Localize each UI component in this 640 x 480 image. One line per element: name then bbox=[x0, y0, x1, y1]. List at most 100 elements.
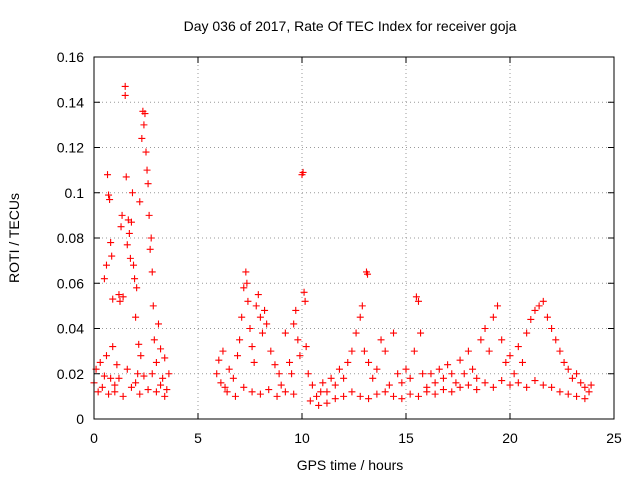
data-point bbox=[556, 347, 564, 355]
data-point bbox=[286, 358, 294, 366]
data-point bbox=[258, 329, 266, 337]
data-point bbox=[217, 379, 225, 387]
data-point bbox=[123, 365, 131, 373]
data-point bbox=[102, 352, 110, 360]
x-tick-label: 10 bbox=[294, 430, 310, 446]
data-point bbox=[127, 383, 135, 391]
data-point bbox=[514, 343, 522, 351]
data-point bbox=[394, 370, 402, 378]
data-point bbox=[221, 383, 229, 391]
data-point bbox=[381, 388, 389, 396]
data-point bbox=[248, 343, 256, 351]
data-point bbox=[107, 374, 115, 382]
data-point bbox=[108, 252, 116, 260]
data-point bbox=[122, 173, 130, 181]
data-point bbox=[98, 383, 106, 391]
data-point bbox=[323, 399, 331, 407]
data-point bbox=[456, 356, 464, 364]
data-point bbox=[452, 379, 460, 387]
data-point bbox=[464, 381, 472, 389]
x-tick-label: 0 bbox=[90, 430, 98, 446]
data-point bbox=[448, 370, 456, 378]
data-point bbox=[223, 388, 231, 396]
data-point bbox=[117, 223, 125, 231]
data-point bbox=[147, 234, 155, 242]
data-point bbox=[431, 390, 439, 398]
data-point bbox=[335, 365, 343, 373]
data-point bbox=[106, 196, 114, 204]
data-point bbox=[296, 352, 304, 360]
data-point bbox=[116, 297, 124, 305]
data-point bbox=[242, 268, 250, 276]
data-point bbox=[340, 374, 348, 382]
data-point bbox=[444, 361, 452, 369]
data-point bbox=[369, 374, 377, 382]
data-point bbox=[119, 392, 127, 400]
data-point bbox=[385, 381, 393, 389]
data-point bbox=[473, 386, 481, 394]
data-point bbox=[448, 388, 456, 396]
data-point bbox=[161, 354, 169, 362]
data-point bbox=[111, 381, 119, 389]
data-point bbox=[137, 352, 145, 360]
data-point bbox=[306, 397, 314, 405]
data-point bbox=[135, 340, 143, 348]
data-point bbox=[390, 392, 398, 400]
data-point bbox=[527, 315, 535, 323]
x-tick-labels: 0 5 10 15 20 25 bbox=[90, 430, 622, 446]
data-point bbox=[215, 356, 223, 364]
data-point bbox=[377, 336, 385, 344]
data-point bbox=[327, 374, 335, 382]
data-point bbox=[390, 329, 398, 337]
data-point bbox=[159, 374, 167, 382]
y-tick-label: 0 bbox=[76, 411, 84, 427]
data-point bbox=[506, 381, 514, 389]
data-point bbox=[587, 381, 595, 389]
data-point bbox=[96, 358, 104, 366]
data-point bbox=[277, 381, 285, 389]
y-tick-label: 0.1 bbox=[65, 185, 85, 201]
y-tick-label: 0.02 bbox=[57, 366, 84, 382]
data-point bbox=[100, 372, 108, 380]
data-point bbox=[344, 358, 352, 366]
data-point bbox=[473, 374, 481, 382]
data-point bbox=[331, 395, 339, 403]
data-point bbox=[234, 352, 242, 360]
data-point bbox=[535, 302, 543, 310]
data-point bbox=[419, 370, 427, 378]
data-point bbox=[477, 336, 485, 344]
data-point bbox=[231, 392, 239, 400]
data-point bbox=[152, 358, 160, 366]
data-point bbox=[481, 379, 489, 387]
data-point bbox=[300, 288, 308, 296]
data-point bbox=[494, 302, 502, 310]
data-point bbox=[143, 166, 151, 174]
data-point bbox=[308, 381, 316, 389]
data-point bbox=[133, 284, 141, 292]
data-point bbox=[123, 241, 131, 249]
data-point bbox=[136, 198, 144, 206]
data-point bbox=[165, 370, 173, 378]
data-point bbox=[138, 134, 146, 142]
data-point bbox=[364, 270, 372, 278]
data-point bbox=[292, 306, 300, 314]
y-tick-label: 0.04 bbox=[57, 321, 84, 337]
data-point bbox=[356, 392, 364, 400]
data-point bbox=[100, 275, 108, 283]
data-point bbox=[118, 211, 126, 219]
data-point bbox=[148, 370, 156, 378]
x-tick-label: 25 bbox=[606, 430, 622, 446]
data-point bbox=[373, 390, 381, 398]
data-point bbox=[564, 390, 572, 398]
data-point bbox=[146, 245, 154, 253]
y-tick-label: 0.14 bbox=[57, 94, 84, 110]
data-point bbox=[273, 392, 281, 400]
data-point bbox=[514, 379, 522, 387]
data-point bbox=[243, 279, 251, 287]
data-point bbox=[506, 352, 514, 360]
data-point bbox=[290, 390, 298, 398]
data-point bbox=[464, 347, 472, 355]
data-point bbox=[539, 381, 547, 389]
data-point bbox=[414, 392, 422, 400]
data-point bbox=[105, 390, 113, 398]
